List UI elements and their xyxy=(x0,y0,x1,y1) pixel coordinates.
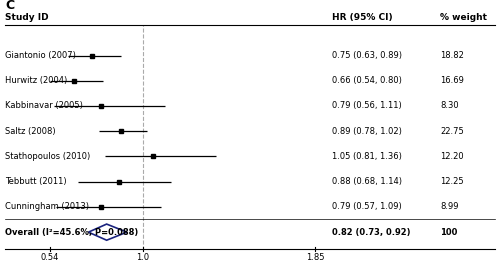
Text: 1.05 (0.81, 1.36): 1.05 (0.81, 1.36) xyxy=(332,152,402,161)
Text: Hurwitz (2004): Hurwitz (2004) xyxy=(5,76,67,85)
Text: Kabbinavar (2005): Kabbinavar (2005) xyxy=(5,102,83,110)
Text: HR (95% CI): HR (95% CI) xyxy=(332,13,393,22)
Text: 0.75 (0.63, 0.89): 0.75 (0.63, 0.89) xyxy=(332,51,402,60)
Text: 0.66 (0.54, 0.80): 0.66 (0.54, 0.80) xyxy=(332,76,402,85)
Text: 0.89 (0.78, 1.02): 0.89 (0.78, 1.02) xyxy=(332,127,402,136)
Text: Saltz (2008): Saltz (2008) xyxy=(5,127,56,136)
Text: 8.99: 8.99 xyxy=(440,202,458,211)
Text: 0.79 (0.56, 1.11): 0.79 (0.56, 1.11) xyxy=(332,102,402,110)
Text: C: C xyxy=(5,0,14,12)
Text: 12.20: 12.20 xyxy=(440,152,464,161)
Text: 1.0: 1.0 xyxy=(136,253,149,262)
Text: 0.54: 0.54 xyxy=(41,253,59,262)
Polygon shape xyxy=(88,224,127,240)
Text: 18.82: 18.82 xyxy=(440,51,464,60)
Text: % weight: % weight xyxy=(440,13,487,22)
Text: Giantonio (2007): Giantonio (2007) xyxy=(5,51,76,60)
Text: 22.75: 22.75 xyxy=(440,127,464,136)
Text: 1.85: 1.85 xyxy=(306,253,324,262)
Text: Overall (I²=45.6%, P=0.088): Overall (I²=45.6%, P=0.088) xyxy=(5,228,138,237)
Text: Stathopoulos (2010): Stathopoulos (2010) xyxy=(5,152,90,161)
Text: 12.25: 12.25 xyxy=(440,177,464,186)
Text: 0.79 (0.57, 1.09): 0.79 (0.57, 1.09) xyxy=(332,202,402,211)
Text: 0.88 (0.68, 1.14): 0.88 (0.68, 1.14) xyxy=(332,177,402,186)
Text: 16.69: 16.69 xyxy=(440,76,464,85)
Text: Tebbutt (2011): Tebbutt (2011) xyxy=(5,177,66,186)
Text: Cunningham (2013): Cunningham (2013) xyxy=(5,202,89,211)
Text: 8.30: 8.30 xyxy=(440,102,458,110)
Text: 0.82 (0.73, 0.92): 0.82 (0.73, 0.92) xyxy=(332,228,411,237)
Text: 100: 100 xyxy=(440,228,458,237)
Text: Study ID: Study ID xyxy=(5,13,49,22)
